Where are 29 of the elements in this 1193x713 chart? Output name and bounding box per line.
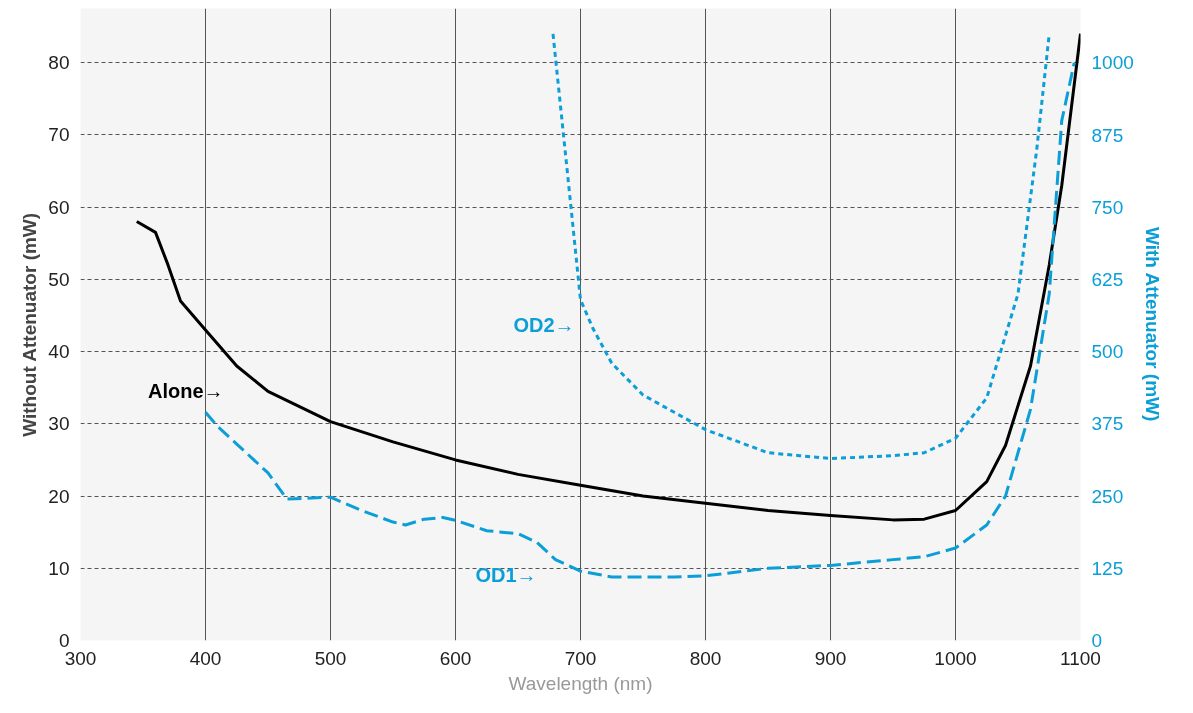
x-tick-label: 600 xyxy=(439,647,472,669)
y-tick-label: 30 xyxy=(48,413,70,435)
y2-axis-title: With Attenuator (mW) xyxy=(1141,226,1163,422)
x-tick-label: 400 xyxy=(189,647,222,669)
x-tick-label: 800 xyxy=(689,647,722,669)
annotation: OD1→ xyxy=(475,563,537,586)
y2-tick-label: 125 xyxy=(1091,557,1124,579)
y2-tick-label: 375 xyxy=(1091,413,1124,435)
y2-tick-label: 625 xyxy=(1091,268,1124,290)
y2-tick-label: 500 xyxy=(1091,341,1124,363)
y-tick-label: 60 xyxy=(48,196,70,218)
x-axis-title: Wavelength (nm) xyxy=(508,672,653,694)
x-tick-label: 1000 xyxy=(934,647,977,669)
x-tick-label: 900 xyxy=(814,647,847,669)
y-tick-label: 10 xyxy=(48,557,70,579)
annotation: OD2→ xyxy=(513,313,575,336)
y-axis-title: Without Attenuator (mW) xyxy=(19,212,41,437)
x-tick-label: 700 xyxy=(564,647,597,669)
y-tick-label: 40 xyxy=(48,341,70,363)
y-tick-label: 80 xyxy=(48,52,70,74)
y-tick-label: 50 xyxy=(48,268,70,290)
line-series xyxy=(135,32,1081,522)
y2-tick-label: 875 xyxy=(1091,124,1124,146)
y2-tick-label: 1000 xyxy=(1091,52,1134,74)
y-tick-label: 70 xyxy=(48,124,70,146)
y2-tick-label: 750 xyxy=(1091,196,1124,218)
y2-tick-label: 250 xyxy=(1091,485,1124,507)
x-tick-label: 500 xyxy=(314,647,347,669)
y-tick-label: 20 xyxy=(48,485,70,507)
